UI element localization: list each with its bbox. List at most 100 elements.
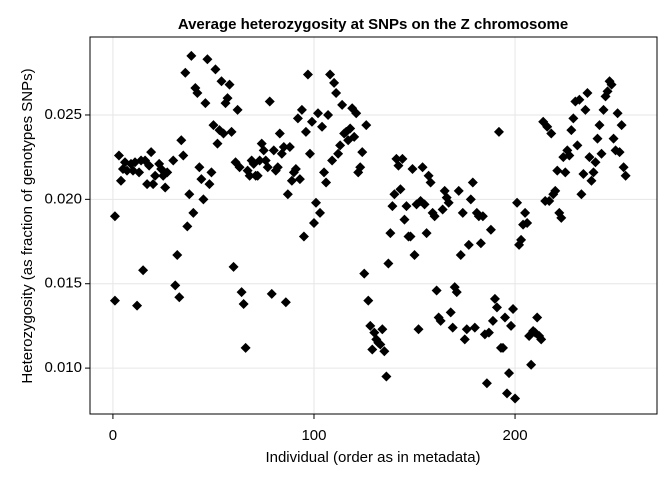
data-point	[544, 196, 555, 207]
data-point	[222, 93, 233, 104]
data-point	[399, 214, 410, 225]
data-point	[618, 162, 629, 173]
data-point	[417, 162, 428, 173]
data-point	[419, 199, 430, 210]
data-point	[252, 170, 263, 181]
data-point	[180, 67, 191, 78]
data-point	[278, 142, 289, 153]
data-point	[469, 322, 480, 333]
data-point	[489, 293, 500, 304]
data-point	[234, 162, 245, 173]
data-point	[502, 388, 513, 399]
data-point	[365, 320, 376, 331]
data-point	[323, 109, 334, 120]
data-point	[612, 108, 623, 119]
data-point	[385, 228, 396, 239]
data-point	[264, 96, 275, 107]
data-point	[162, 167, 173, 178]
data-point	[284, 142, 295, 153]
data-point	[592, 133, 603, 144]
data-point	[113, 150, 124, 161]
data-point	[302, 69, 313, 80]
data-point	[526, 359, 537, 370]
data-point	[232, 104, 243, 115]
data-point	[186, 50, 197, 61]
data-point	[240, 342, 251, 353]
data-point	[532, 312, 543, 323]
data-point	[329, 77, 340, 88]
data-point	[506, 320, 517, 331]
data-point	[331, 88, 342, 99]
data-point	[483, 327, 494, 338]
data-point	[481, 378, 492, 389]
data-point	[109, 295, 120, 306]
data-point	[208, 120, 219, 131]
data-point	[379, 346, 390, 357]
data-point	[236, 287, 247, 298]
data-point	[375, 339, 386, 350]
data-point	[572, 140, 583, 151]
data-point	[172, 250, 183, 261]
data-point	[463, 239, 474, 250]
data-point	[313, 108, 324, 119]
data-point	[499, 312, 510, 323]
data-point	[389, 189, 400, 200]
data-point	[218, 128, 229, 139]
data-point	[202, 54, 213, 65]
data-point	[405, 231, 416, 242]
data-point	[357, 147, 368, 158]
data-point	[516, 234, 527, 245]
data-point	[397, 153, 408, 164]
data-point	[206, 167, 217, 178]
data-point	[381, 371, 392, 382]
data-point	[258, 145, 269, 156]
data-point	[461, 324, 472, 335]
data-point	[268, 145, 279, 156]
y-tick-label: 0.025	[44, 106, 82, 123]
data-point	[280, 297, 291, 308]
data-point	[315, 207, 326, 218]
data-point	[459, 334, 470, 345]
data-point	[298, 231, 309, 242]
data-point	[401, 201, 412, 212]
data-point	[182, 221, 193, 232]
data-point	[568, 113, 579, 124]
data-point	[620, 170, 631, 181]
data-point	[226, 126, 237, 137]
data-point	[520, 207, 531, 218]
data-point	[453, 185, 464, 196]
data-point	[578, 169, 589, 180]
data-point	[310, 197, 321, 208]
data-point	[194, 162, 205, 173]
data-point	[485, 224, 496, 235]
data-point	[361, 120, 372, 131]
data-point	[286, 175, 297, 186]
y-tick-label: 0.010	[44, 359, 82, 376]
data-point	[228, 261, 239, 272]
data-point	[407, 163, 418, 174]
data-point	[421, 228, 432, 239]
data-point	[475, 238, 486, 249]
data-point	[465, 194, 476, 205]
data-point	[616, 120, 627, 131]
data-point	[290, 163, 301, 174]
data-point	[491, 302, 502, 313]
data-point	[536, 334, 547, 345]
data-point	[409, 250, 420, 261]
data-point	[351, 108, 362, 119]
y-tick-label: 0.020	[44, 190, 82, 207]
data-point	[254, 155, 265, 166]
data-point	[560, 167, 571, 178]
data-point	[198, 194, 209, 205]
data-point	[132, 300, 143, 311]
x-axis-label: Individual (order as in metadata)	[265, 449, 480, 466]
data-point	[304, 148, 315, 159]
data-point	[138, 265, 149, 276]
chart-title: Average heterozygosity at SNPs on the Z …	[178, 16, 568, 33]
data-point	[359, 268, 370, 279]
data-point	[425, 177, 436, 188]
data-point	[292, 113, 303, 124]
plot-frame	[89, 36, 658, 415]
